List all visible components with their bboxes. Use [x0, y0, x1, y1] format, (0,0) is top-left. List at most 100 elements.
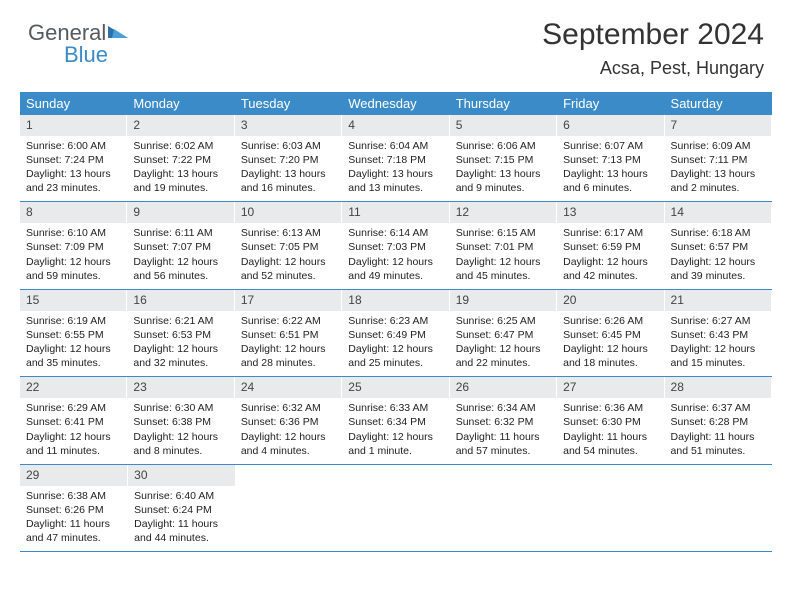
sunrise-line: Sunrise: 6:00 AM: [26, 139, 120, 153]
sunset-line: Sunset: 7:07 PM: [133, 240, 227, 254]
daylight-line: Daylight: 13 hours and 16 minutes.: [241, 167, 335, 195]
sunrise-line: Sunrise: 6:02 AM: [133, 139, 227, 153]
sunset-line: Sunset: 6:30 PM: [563, 415, 657, 429]
sunset-line: Sunset: 6:45 PM: [563, 328, 657, 342]
daylight-line: Daylight: 12 hours and 11 minutes.: [26, 430, 120, 458]
day-number: 28: [665, 377, 771, 398]
day-body: Sunrise: 6:06 AMSunset: 7:15 PMDaylight:…: [450, 136, 556, 202]
day-number: 21: [665, 290, 771, 311]
day-number: 30: [128, 465, 235, 486]
day-number: 27: [557, 377, 663, 398]
day-cell: 9Sunrise: 6:11 AMSunset: 7:07 PMDaylight…: [127, 202, 234, 288]
sunset-line: Sunset: 6:49 PM: [348, 328, 442, 342]
day-cell: 10Sunrise: 6:13 AMSunset: 7:05 PMDayligh…: [235, 202, 342, 288]
sunrise-line: Sunrise: 6:29 AM: [26, 401, 120, 415]
day-number: 4: [342, 115, 448, 136]
sunrise-line: Sunrise: 6:19 AM: [26, 314, 120, 328]
sunrise-line: Sunrise: 6:27 AM: [671, 314, 765, 328]
day-body: Sunrise: 6:29 AMSunset: 6:41 PMDaylight:…: [20, 398, 126, 464]
day-number: 8: [20, 202, 126, 223]
empty-day-cell: [665, 465, 772, 551]
daylight-line: Daylight: 11 hours and 51 minutes.: [671, 430, 765, 458]
sunrise-line: Sunrise: 6:36 AM: [563, 401, 657, 415]
calendar-week-row: 29 Sunrise: 6:38 AMSunset: 6:26 PMDayligh…: [20, 465, 772, 552]
day-number: 24: [235, 377, 341, 398]
sunrise-line: Sunrise: 6:21 AM: [133, 314, 227, 328]
day-body: Sunrise: 6:19 AMSunset: 6:55 PMDaylight:…: [20, 311, 126, 377]
day-number: 14: [665, 202, 771, 223]
day-cell: 17Sunrise: 6:22 AMSunset: 6:51 PMDayligh…: [235, 290, 342, 376]
weekday-header: Tuesday: [235, 92, 342, 115]
sunset-line: Sunset: 6:24 PM: [134, 503, 229, 517]
day-cell: 16Sunrise: 6:21 AMSunset: 6:53 PMDayligh…: [127, 290, 234, 376]
weekday-header: Monday: [127, 92, 234, 115]
day-body: Sunrise: 6:25 AMSunset: 6:47 PMDaylight:…: [450, 311, 556, 377]
sunset-line: Sunset: 6:41 PM: [26, 415, 120, 429]
daylight-line: Daylight: 11 hours and 47 minutes.: [26, 517, 121, 545]
daylight-line: Daylight: 13 hours and 13 minutes.: [348, 167, 442, 195]
sunrise-line: Sunrise: 6:37 AM: [671, 401, 765, 415]
day-body: Sunrise: 6:34 AMSunset: 6:32 PMDaylight:…: [450, 398, 556, 464]
sunrise-line: Sunrise: 6:17 AM: [563, 226, 657, 240]
sunrise-line: Sunrise: 6:18 AM: [671, 226, 765, 240]
daylight-line: Daylight: 12 hours and 56 minutes.: [133, 255, 227, 283]
day-body: Sunrise: 6:40 AMSunset: 6:24 PMDaylight:…: [128, 486, 235, 552]
daylight-line: Daylight: 13 hours and 9 minutes.: [456, 167, 550, 195]
day-body: Sunrise: 6:21 AMSunset: 6:53 PMDaylight:…: [127, 311, 233, 377]
empty-day-cell: [343, 465, 450, 551]
calendar-header-row: SundayMondayTuesdayWednesdayThursdayFrid…: [20, 92, 772, 115]
day-number: 13: [557, 202, 663, 223]
sunset-line: Sunset: 6:47 PM: [456, 328, 550, 342]
day-cell: 6Sunrise: 6:07 AMSunset: 7:13 PMDaylight…: [557, 115, 664, 201]
day-cell: 29 Sunrise: 6:38 AMSunset: 6:26 PMDayligh…: [20, 465, 128, 551]
day-body: Sunrise: 6:18 AMSunset: 6:57 PMDaylight:…: [665, 223, 771, 289]
day-cell: 28Sunrise: 6:37 AMSunset: 6:28 PMDayligh…: [665, 377, 772, 463]
daylight-line: Daylight: 12 hours and 28 minutes.: [241, 342, 335, 370]
sunset-line: Sunset: 7:22 PM: [133, 153, 227, 167]
day-number: 1: [20, 115, 126, 136]
sunrise-line: Sunrise: 6:34 AM: [456, 401, 550, 415]
sunrise-line: Sunrise: 6:40 AM: [134, 489, 229, 503]
day-body: Sunrise: 6:10 AMSunset: 7:09 PMDaylight:…: [20, 223, 126, 289]
day-cell: 8Sunrise: 6:10 AMSunset: 7:09 PMDaylight…: [20, 202, 127, 288]
daylight-line: Daylight: 12 hours and 4 minutes.: [241, 430, 335, 458]
sunset-line: Sunset: 7:18 PM: [348, 153, 442, 167]
sunset-line: Sunset: 7:20 PM: [241, 153, 335, 167]
calendar-week-row: 15Sunrise: 6:19 AMSunset: 6:55 PMDayligh…: [20, 290, 772, 377]
sunset-line: Sunset: 6:43 PM: [671, 328, 765, 342]
empty-day-cell: [558, 465, 665, 551]
daylight-line: Daylight: 12 hours and 15 minutes.: [671, 342, 765, 370]
day-number: 2: [127, 115, 233, 136]
weekday-header: Sunday: [20, 92, 127, 115]
sunset-line: Sunset: 7:24 PM: [26, 153, 120, 167]
day-number: 20: [557, 290, 663, 311]
empty-day-cell: [236, 465, 343, 551]
weekday-header: Wednesday: [342, 92, 449, 115]
sunrise-line: Sunrise: 6:38 AM: [26, 489, 121, 503]
day-cell: 5Sunrise: 6:06 AMSunset: 7:15 PMDaylight…: [450, 115, 557, 201]
sunset-line: Sunset: 7:11 PM: [671, 153, 765, 167]
day-number: 23: [127, 377, 233, 398]
brand-logo: General Blue: [28, 22, 128, 66]
daylight-line: Daylight: 11 hours and 54 minutes.: [563, 430, 657, 458]
sunset-line: Sunset: 6:55 PM: [26, 328, 120, 342]
brand-part2: Blue: [64, 42, 108, 67]
day-body: Sunrise: 6:27 AMSunset: 6:43 PMDaylight:…: [665, 311, 771, 377]
day-cell: 12Sunrise: 6:15 AMSunset: 7:01 PMDayligh…: [450, 202, 557, 288]
sunset-line: Sunset: 6:26 PM: [26, 503, 121, 517]
day-number: 29: [20, 465, 127, 486]
day-body: Sunrise: 6:00 AMSunset: 7:24 PMDaylight:…: [20, 136, 126, 202]
day-cell: 13Sunrise: 6:17 AMSunset: 6:59 PMDayligh…: [557, 202, 664, 288]
daylight-line: Daylight: 12 hours and 18 minutes.: [563, 342, 657, 370]
day-cell: 2Sunrise: 6:02 AMSunset: 7:22 PMDaylight…: [127, 115, 234, 201]
day-number: 10: [235, 202, 341, 223]
sunset-line: Sunset: 6:36 PM: [241, 415, 335, 429]
sunrise-line: Sunrise: 6:22 AM: [241, 314, 335, 328]
day-number: 9: [127, 202, 233, 223]
daylight-line: Daylight: 12 hours and 32 minutes.: [133, 342, 227, 370]
daylight-line: Daylight: 11 hours and 57 minutes.: [456, 430, 550, 458]
sunset-line: Sunset: 6:53 PM: [133, 328, 227, 342]
sunrise-line: Sunrise: 6:30 AM: [133, 401, 227, 415]
sunset-line: Sunset: 6:32 PM: [456, 415, 550, 429]
day-cell: 20Sunrise: 6:26 AMSunset: 6:45 PMDayligh…: [557, 290, 664, 376]
